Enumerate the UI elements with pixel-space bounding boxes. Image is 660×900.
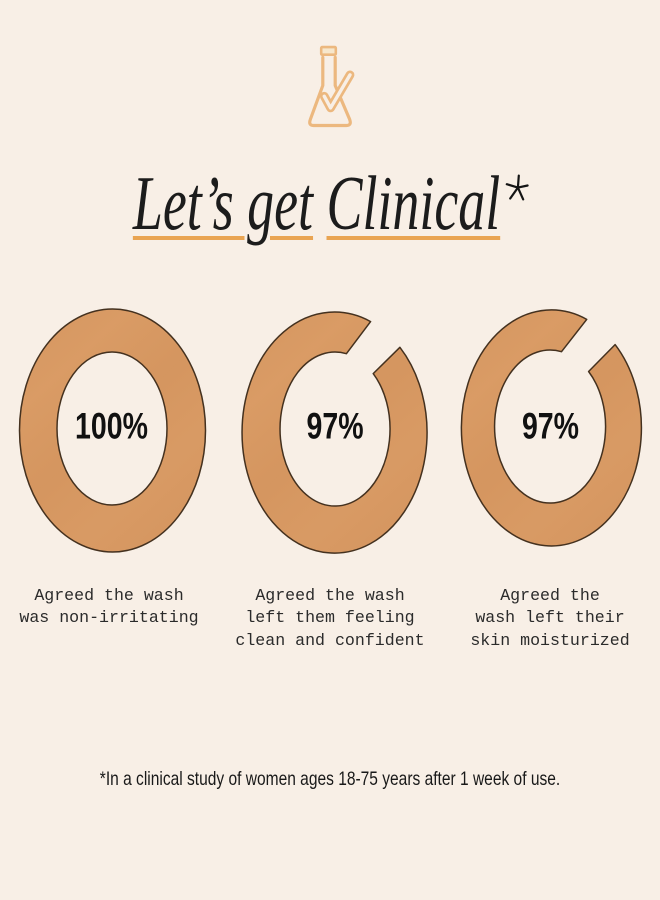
svg-text:100%: 100% xyxy=(75,406,148,447)
svg-text:97%: 97% xyxy=(307,406,364,447)
svg-text:97%: 97% xyxy=(522,406,579,447)
